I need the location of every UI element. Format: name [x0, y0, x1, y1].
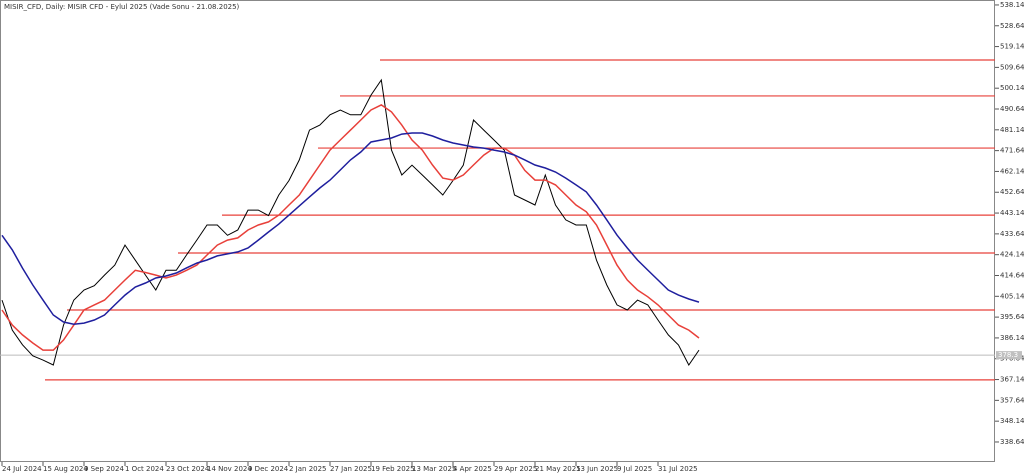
y-tick-label: 414.64 — [1000, 271, 1024, 279]
x-tick-label: 1 Oct 2024 — [125, 465, 164, 473]
x-tick-label: 23 Oct 2024 — [166, 465, 210, 473]
y-tick-label: 367.14 — [1000, 376, 1024, 384]
y-tick-label: 405.14 — [1000, 292, 1024, 300]
y-tick-label: 452.64 — [1000, 188, 1024, 196]
x-tick-label: 24 Jul 2024 — [2, 465, 42, 473]
y-tick-label: 433.64 — [1000, 230, 1024, 238]
x-tick-label: 9 Dec 2024 — [248, 465, 289, 473]
y-tick-label: 528.64 — [1000, 22, 1024, 30]
plot-frame — [0, 0, 995, 462]
x-tick-label: 21 May 2025 — [535, 465, 581, 473]
current-price-box — [996, 351, 1022, 360]
y-tick-label: 462.14 — [1000, 167, 1024, 175]
y-tick-label: 519.14 — [1000, 43, 1024, 51]
y-tick-label: 538.14 — [1000, 1, 1024, 9]
x-tick-label: 9 Jul 2025 — [617, 465, 652, 473]
moving-average — [1, 132, 700, 325]
y-tick-label: 357.64 — [1000, 396, 1024, 404]
x-tick-label: 4 Apr 2025 — [453, 465, 492, 473]
x-tick-label: 27 Jan 2025 — [330, 465, 372, 473]
x-tick-label: 31 Jul 2025 — [658, 465, 698, 473]
x-tick-label: 19 Feb 2025 — [371, 465, 415, 473]
y-tick-label: 395.64 — [1000, 313, 1024, 321]
x-tick-label: 29 Apr 2025 — [494, 465, 537, 473]
y-tick-label: 509.64 — [1000, 63, 1024, 71]
x-tick-label: 13 Mar 2025 — [412, 465, 456, 473]
current-price-label: 378.3 — [998, 351, 1018, 359]
y-tick-label: 443.14 — [1000, 209, 1024, 217]
chart-title: MISIR_CFD, Daily: MISIR CFD - Eylul 2025… — [4, 3, 240, 11]
y-tick-label: 338.64 — [1000, 438, 1024, 446]
x-tick-label: 9 Sep 2024 — [84, 465, 124, 473]
x-tick-label: 2 Jan 2025 — [289, 465, 327, 473]
moving-average — [1, 104, 700, 351]
y-tick-label: 500.14 — [1000, 84, 1024, 92]
y-tick-label: 424.14 — [1000, 251, 1024, 259]
x-tick-label: 13 Jun 2025 — [576, 465, 618, 473]
y-tick-label: 348.14 — [1000, 417, 1024, 425]
price-line — [1, 78, 700, 366]
x-tick-label: 14 Nov 2024 — [207, 465, 252, 473]
y-tick-label: 471.64 — [1000, 147, 1024, 155]
y-tick-label: 481.14 — [1000, 126, 1024, 134]
y-tick-label: 386.14 — [1000, 334, 1024, 342]
x-tick-label: 15 Aug 2024 — [43, 465, 88, 473]
y-tick-label: 490.64 — [1000, 105, 1024, 113]
